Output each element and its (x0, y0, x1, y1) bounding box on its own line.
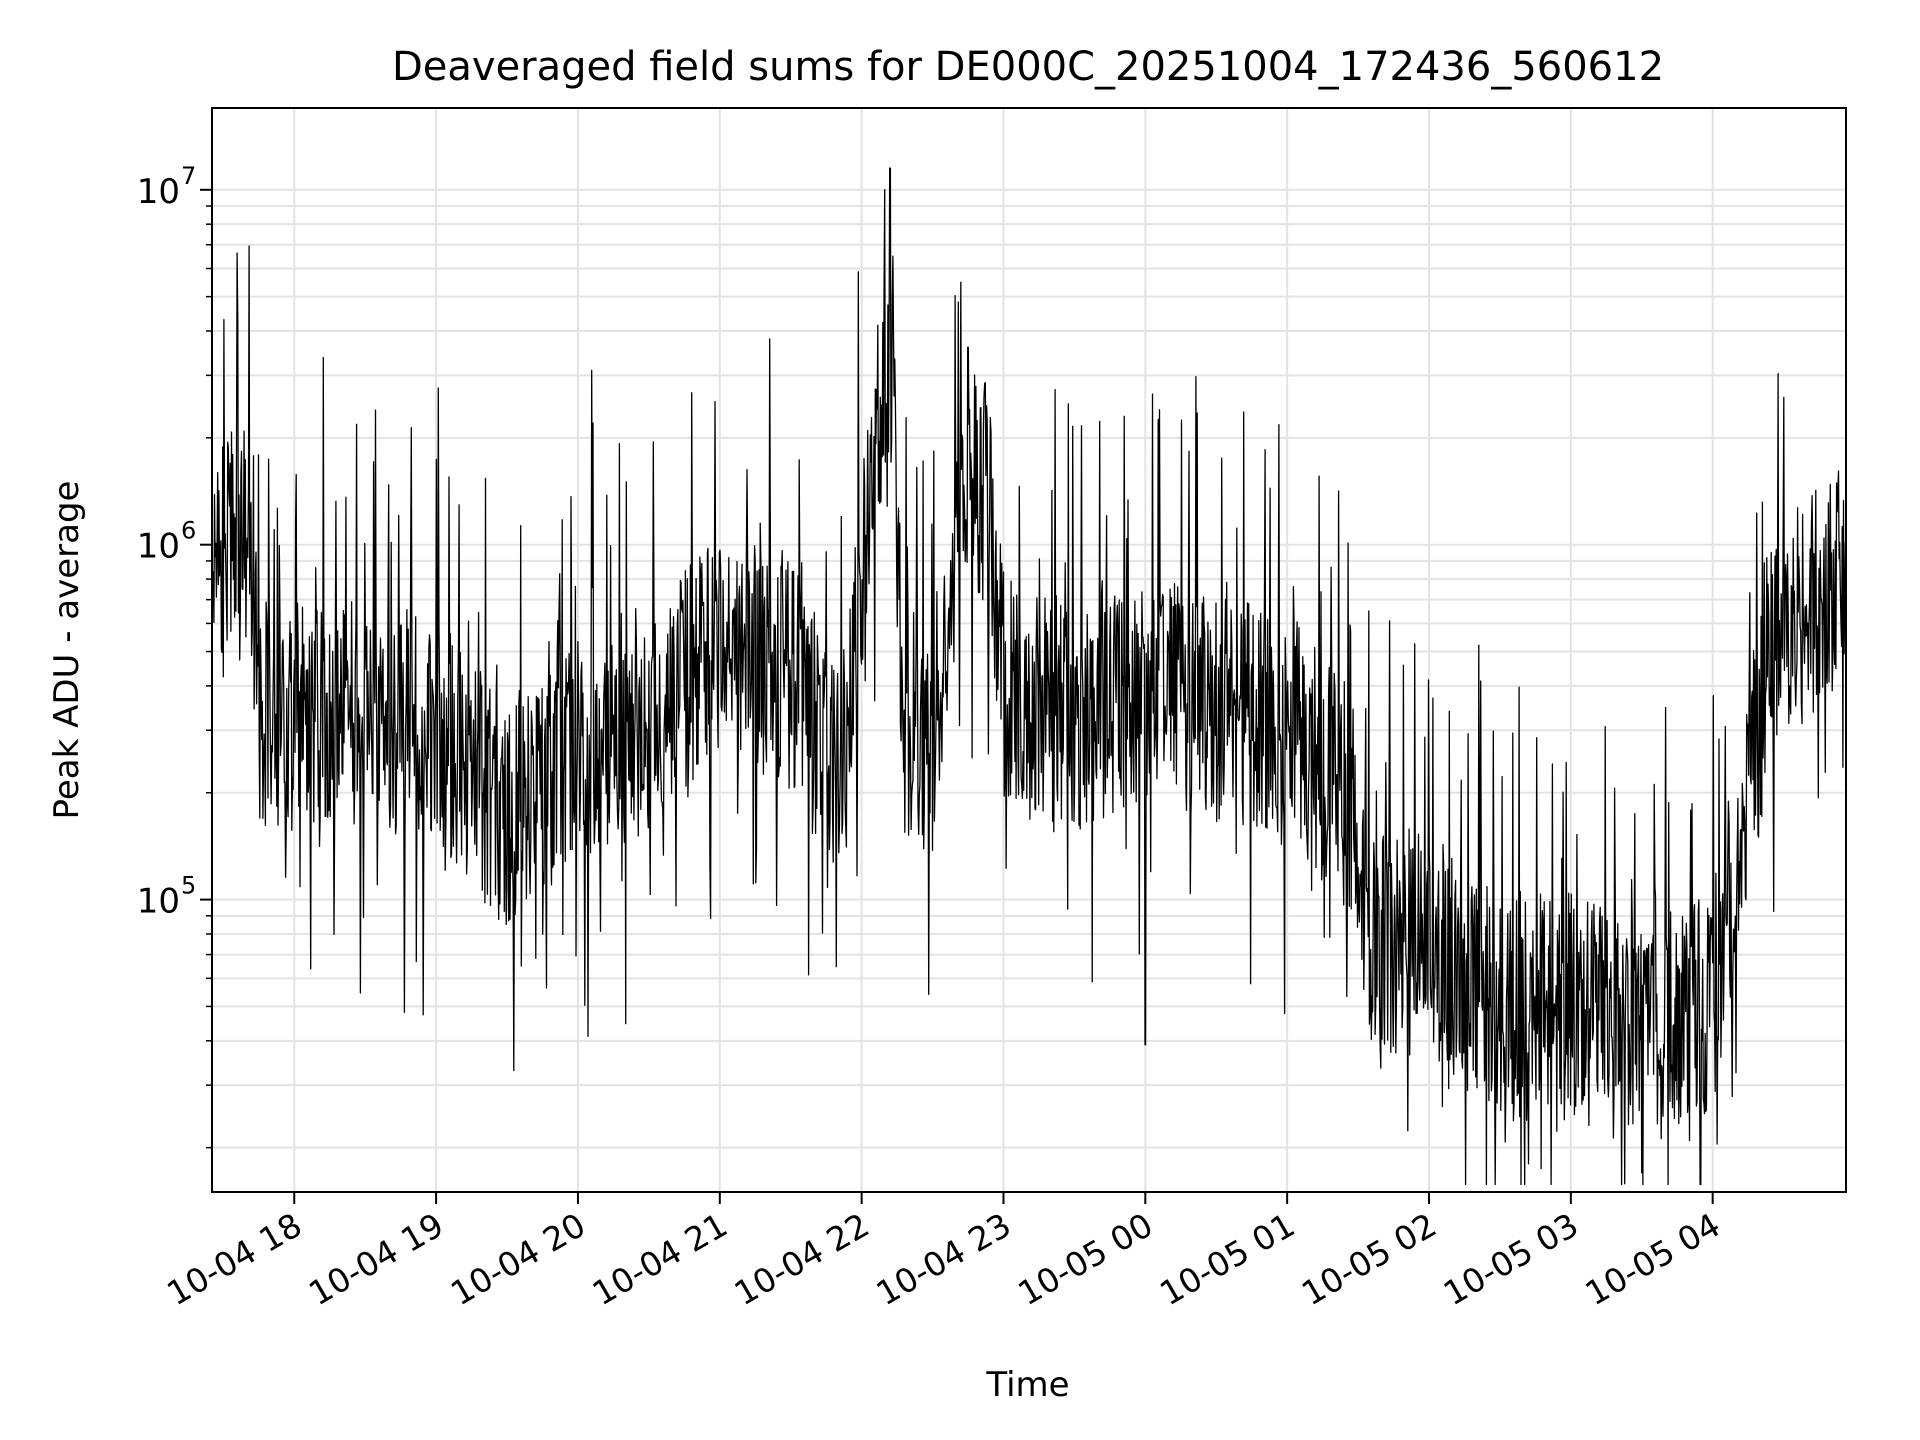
y-tick-label-base: 10 (137, 172, 180, 212)
series-line-field-sum (211, 167, 1847, 1186)
y-tick-label: 10 7 (137, 162, 197, 212)
plot-frame (211, 107, 1847, 1193)
y-tick-label-base: 10 (137, 527, 180, 567)
y-tick-label-exponent: 5 (181, 872, 196, 900)
y-axis-label: Peak ADU - average (47, 481, 87, 820)
series-group (211, 167, 1847, 1186)
y-tick-label: 10 6 (137, 517, 197, 567)
x-axis-label: Time (985, 1365, 1069, 1405)
y-tick-label: 10 5 (137, 872, 197, 922)
y-tick-label-exponent: 6 (181, 517, 196, 545)
y-tick-label-exponent: 7 (181, 162, 196, 190)
chart-title: Deaveraged field sums for DE000C_2025100… (392, 44, 1664, 90)
y-tick-label-base: 10 (137, 882, 180, 922)
